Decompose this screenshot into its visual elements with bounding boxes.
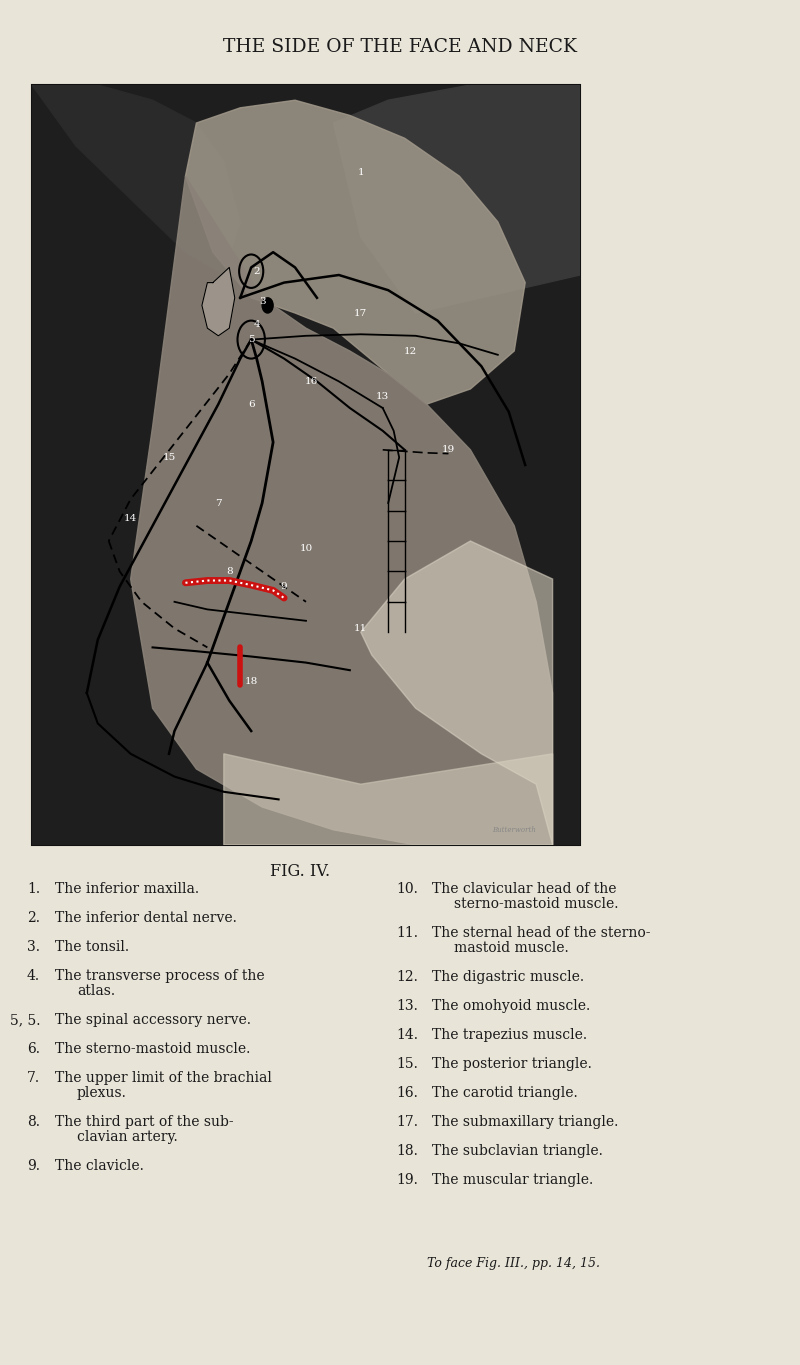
Polygon shape	[334, 85, 580, 313]
Text: The clavicular head of the: The clavicular head of the	[432, 882, 617, 895]
Text: The posterior triangle.: The posterior triangle.	[432, 1057, 592, 1072]
Text: The omohyoid muscle.: The omohyoid muscle.	[432, 999, 590, 1013]
Text: 12: 12	[403, 347, 417, 355]
Text: The transverse process of the: The transverse process of the	[55, 969, 265, 983]
Text: 15.: 15.	[396, 1057, 418, 1072]
Text: The spinal accessory nerve.: The spinal accessory nerve.	[55, 1013, 251, 1026]
Polygon shape	[32, 85, 240, 274]
Text: 16.: 16.	[396, 1087, 418, 1100]
Text: The trapezius muscle.: The trapezius muscle.	[432, 1028, 587, 1041]
Text: 13: 13	[376, 392, 390, 401]
Text: 9: 9	[281, 581, 287, 591]
Polygon shape	[224, 753, 553, 845]
Text: 16: 16	[305, 377, 318, 386]
Text: FIG. IV.: FIG. IV.	[270, 863, 330, 880]
Text: 7.: 7.	[27, 1072, 40, 1085]
Polygon shape	[130, 176, 553, 845]
Text: The upper limit of the brachial: The upper limit of the brachial	[55, 1072, 272, 1085]
Text: 6: 6	[248, 400, 254, 408]
Text: atlas.: atlas.	[77, 984, 115, 998]
Text: The inferior maxilla.: The inferior maxilla.	[55, 882, 199, 895]
Text: 3: 3	[259, 298, 266, 306]
Text: The subclavian triangle.: The subclavian triangle.	[432, 1144, 603, 1158]
Text: 17: 17	[354, 308, 367, 318]
Text: 15: 15	[162, 453, 176, 461]
Text: 7: 7	[215, 498, 222, 508]
Circle shape	[262, 298, 273, 313]
Text: 11: 11	[354, 624, 367, 633]
Text: The tonsil.: The tonsil.	[55, 940, 129, 954]
Polygon shape	[202, 268, 234, 336]
Text: The clavicle.: The clavicle.	[55, 1159, 144, 1173]
Text: 13.: 13.	[396, 999, 418, 1013]
Text: 12.: 12.	[396, 971, 418, 984]
Text: The muscular triangle.: The muscular triangle.	[432, 1173, 594, 1188]
Text: 14: 14	[124, 513, 138, 523]
Text: 5: 5	[248, 334, 254, 344]
Text: The inferior dental nerve.: The inferior dental nerve.	[55, 910, 237, 925]
Text: 2.: 2.	[27, 910, 40, 925]
Text: 10: 10	[299, 545, 313, 553]
Text: 14.: 14.	[396, 1028, 418, 1041]
Text: mastoid muscle.: mastoid muscle.	[454, 940, 569, 955]
Text: sterno-mastoid muscle.: sterno-mastoid muscle.	[454, 897, 618, 910]
Text: 9.: 9.	[27, 1159, 40, 1173]
Polygon shape	[186, 100, 526, 404]
Text: 4: 4	[254, 319, 260, 329]
Text: 18.: 18.	[396, 1144, 418, 1158]
Text: 3.: 3.	[27, 940, 40, 954]
Text: The third part of the sub-: The third part of the sub-	[55, 1115, 234, 1129]
Text: 1.: 1.	[27, 882, 40, 895]
Text: 17.: 17.	[396, 1115, 418, 1129]
Text: 11.: 11.	[396, 925, 418, 940]
Text: 18: 18	[245, 677, 258, 687]
Text: 2: 2	[254, 266, 260, 276]
Text: 10.: 10.	[396, 882, 418, 895]
Text: 6.: 6.	[27, 1041, 40, 1057]
Text: clavian artery.: clavian artery.	[77, 1130, 178, 1144]
Text: The submaxillary triangle.: The submaxillary triangle.	[432, 1115, 618, 1129]
Text: plexus.: plexus.	[77, 1087, 127, 1100]
Text: The sterno-mastoid muscle.: The sterno-mastoid muscle.	[55, 1041, 250, 1057]
Text: The sternal head of the sterno-: The sternal head of the sterno-	[432, 925, 650, 940]
Text: 1: 1	[358, 168, 364, 177]
Text: 4.: 4.	[27, 969, 40, 983]
Text: The carotid triangle.: The carotid triangle.	[432, 1087, 578, 1100]
Text: 8: 8	[226, 566, 233, 576]
Text: THE SIDE OF THE FACE AND NECK: THE SIDE OF THE FACE AND NECK	[223, 38, 577, 56]
Text: 5, 5.: 5, 5.	[10, 1013, 40, 1026]
Polygon shape	[361, 541, 553, 845]
Text: 8.: 8.	[27, 1115, 40, 1129]
Text: 19.: 19.	[396, 1173, 418, 1188]
Bar	[32, 85, 580, 845]
Text: The digastric muscle.: The digastric muscle.	[432, 971, 584, 984]
Text: To face Fig. III., pp. 14, 15.: To face Fig. III., pp. 14, 15.	[427, 1257, 600, 1269]
Text: 19: 19	[442, 445, 455, 455]
Text: Butterworth: Butterworth	[492, 826, 536, 834]
